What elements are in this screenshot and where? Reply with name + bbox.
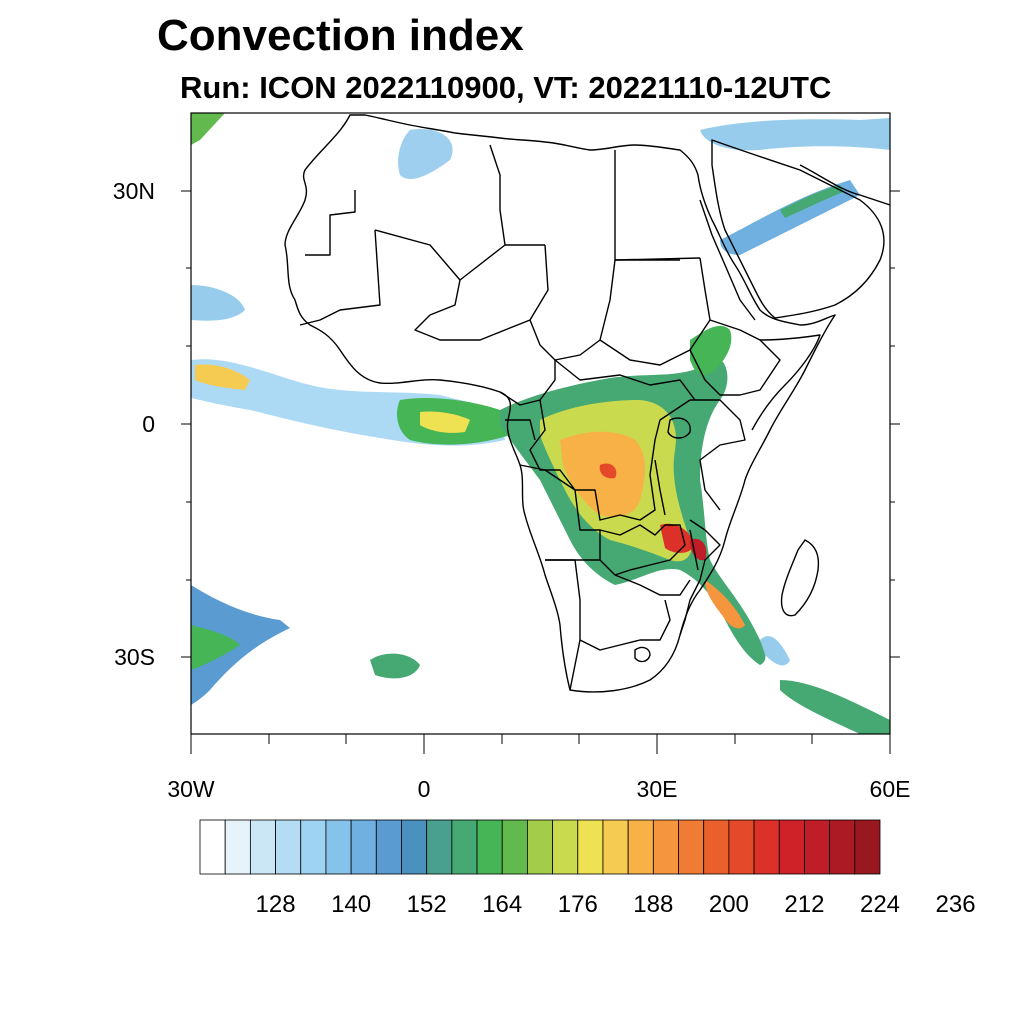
colorbar-tick-label: 152 (407, 891, 447, 918)
lat-label-30n: 30N (113, 178, 155, 204)
colorbar-swatch (501, 819, 528, 875)
convection-mozambique (705, 580, 745, 629)
coastlines-borders (284, 114, 890, 693)
lon-label-30w: 30W (167, 776, 215, 802)
colorbar-tick-label: 128 (256, 891, 296, 918)
colorbar-tick-label: 176 (558, 891, 598, 918)
lesotho-outline (634, 646, 651, 663)
convection-hotspot-2 (690, 538, 707, 561)
lake-tanganyika (654, 459, 666, 516)
convection-madagascar-south (780, 680, 890, 734)
colorbar-swatch (627, 819, 654, 875)
colorbar-swatch (224, 819, 251, 875)
colorbar-swatch (678, 819, 705, 875)
convection-east-africa (690, 325, 732, 376)
lake-malawi (689, 529, 699, 571)
border-algeria-mali (374, 229, 545, 281)
border-car-drc (554, 359, 696, 401)
border-gabon (505, 419, 536, 441)
colorbar-swatch (728, 819, 755, 875)
somalia-coastline (751, 334, 821, 431)
border-south-africa (569, 639, 581, 691)
colorbar-swatch (325, 819, 352, 875)
border-libya-egypt (614, 150, 680, 261)
border-drc-congo (529, 399, 691, 521)
convection-north-west (191, 285, 245, 321)
lat-label-30s: 30S (114, 644, 155, 670)
colorbar-swatch (375, 819, 402, 875)
convection-mediterranean (700, 118, 890, 151)
colorbar-tick-label: 164 (482, 891, 522, 918)
border-namibia-botswana (545, 559, 671, 651)
lon-label-60e: 60E (870, 776, 911, 802)
colorbar-tick-label: 224 (860, 891, 900, 918)
colorbar-swatch (552, 819, 579, 875)
convection-north-atlantic (191, 113, 225, 145)
border-algeria-libya (489, 144, 506, 246)
colorbar-swatch (753, 819, 780, 875)
colorbar-labels: 128 140 152 164 176 188 200 212 224 236 (256, 891, 976, 918)
red-sea (699, 199, 756, 321)
colorbar-swatch (527, 819, 553, 875)
colorbar-swatch (249, 819, 276, 875)
colorbar-swatch (401, 819, 428, 875)
border-sahara-west (305, 190, 356, 256)
colorbar-swatch (451, 819, 478, 875)
lat-label-0: 0 (142, 411, 155, 437)
colorbar-swatch (426, 819, 453, 875)
border-egypt-sudan (614, 257, 701, 261)
border-angola (519, 464, 601, 561)
convection-south-atlantic-west (191, 585, 290, 705)
border-zambia (599, 524, 686, 576)
arabia-coastline (711, 139, 885, 319)
iran-coastline (799, 164, 890, 206)
convection-libya (398, 129, 453, 180)
colorbar-tick-label: 200 (709, 891, 749, 918)
colorbar-swatch (703, 819, 730, 875)
madagascar-coastline (780, 539, 820, 617)
colorbar-swatch (652, 819, 679, 875)
colorbar-swatch (829, 819, 856, 875)
border-mozambique (679, 519, 721, 636)
border-niger (414, 279, 531, 341)
convection-band-atlantic-core (195, 364, 250, 390)
convection-middle-east-core (780, 185, 843, 218)
convection-field (191, 113, 890, 734)
colorbar-swatch (300, 819, 327, 875)
border-chad (529, 244, 616, 361)
convection-south-atlantic-small (370, 653, 420, 679)
convection-indian-ocean (760, 636, 790, 666)
lake-victoria (667, 417, 691, 439)
border-tanzania-kenya (690, 399, 746, 511)
axis-ticks (181, 190, 900, 754)
colorbar-tick-label: 188 (633, 891, 673, 918)
convection-gulf-guinea-core (420, 411, 470, 433)
convection-hotspot-1 (660, 523, 695, 553)
colorbar-swatch (577, 819, 604, 875)
colorbar-tick-label: 212 (784, 891, 824, 918)
colorbar (199, 819, 881, 875)
map-subtitle: Run: ICON 2022110900, VT: 20221110-12UTC (180, 70, 832, 105)
africa-coastline (284, 114, 836, 693)
colorbar-swatch (804, 819, 831, 875)
colorbar-tick-label: 140 (331, 891, 371, 918)
colorbar-swatch (199, 819, 226, 875)
border-mali (299, 229, 381, 326)
border-cameroon (499, 360, 556, 406)
lon-label-30e: 30E (637, 776, 678, 802)
colorbar-swatch (602, 819, 629, 875)
colorbar-tick-label: 236 (936, 891, 976, 918)
lon-label-0: 0 (418, 776, 431, 802)
colorbar-swatch (778, 819, 805, 875)
border-ethiopia (689, 319, 781, 396)
colorbar-swatch (476, 819, 503, 875)
colorbar-swatch (350, 819, 377, 875)
convection-hotspot-3 (599, 463, 617, 479)
border-zimbabwe (614, 574, 691, 596)
map-title: Convection index (157, 11, 524, 60)
convection-south-atlantic-west-core (191, 625, 240, 670)
colorbar-swatch (854, 819, 881, 875)
colorbar-swatch (275, 819, 302, 875)
